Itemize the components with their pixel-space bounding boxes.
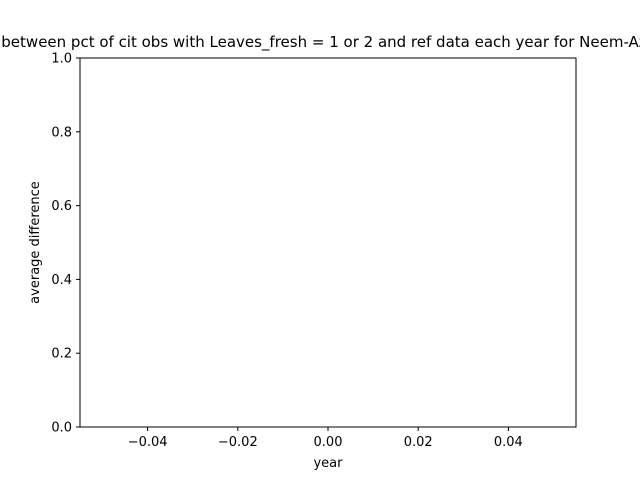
x-tick-label: 0.02: [404, 435, 433, 450]
y-axis: 0.0 0.2 0.4 0.6 0.8 1.0: [51, 52, 80, 436]
x-axis-label: year: [313, 456, 343, 471]
y-tick-label: 0.0: [51, 421, 72, 436]
y-tick-label: 1.0: [51, 52, 72, 67]
x-tick-label: 0.04: [494, 435, 523, 450]
y-axis-label: average difference: [28, 181, 43, 304]
y-tick-label: 0.4: [51, 273, 72, 288]
plot-area: [79, 57, 577, 428]
x-tick-label: −0.02: [218, 435, 258, 450]
y-tick-label: 0.6: [51, 199, 72, 214]
y-tick-label: 0.8: [51, 125, 72, 140]
x-axis: −0.04 −0.02 0.00 0.02 0.04: [128, 427, 523, 450]
x-tick-label: −0.04: [128, 435, 168, 450]
y-tick-label: 0.2: [51, 347, 72, 362]
x-tick-label: 0.00: [314, 435, 343, 450]
chart-title: Avg difference between pct of cit obs wi…: [0, 33, 640, 52]
